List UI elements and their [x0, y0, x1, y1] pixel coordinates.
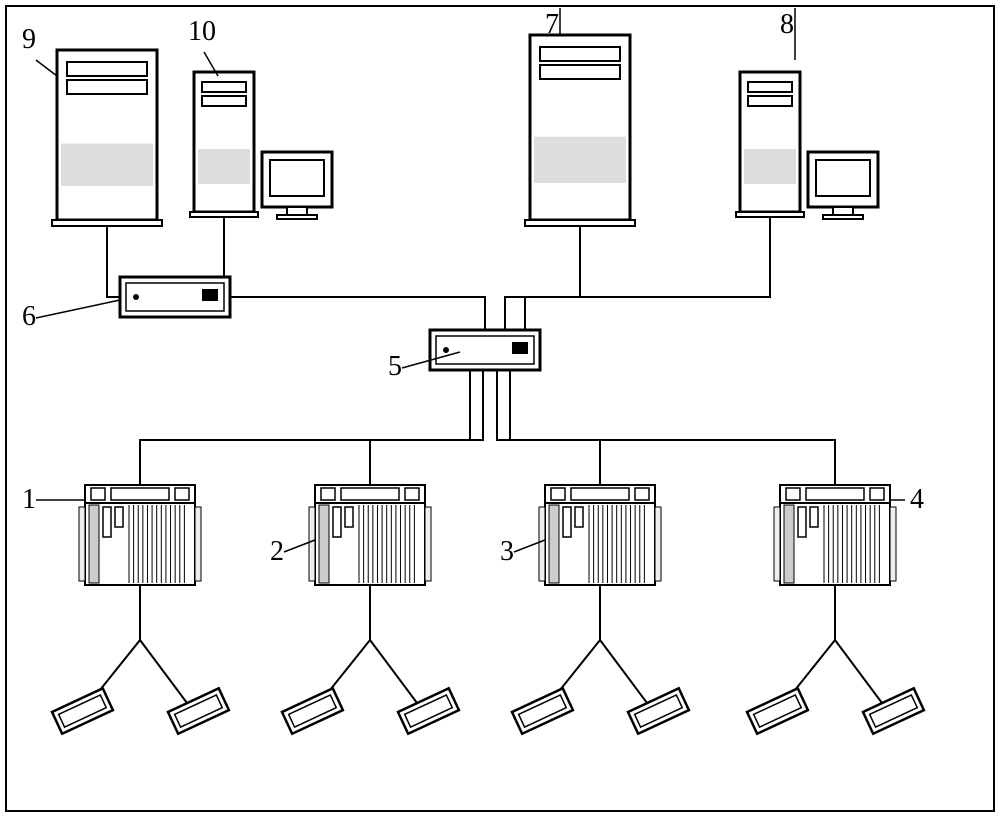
node-label: 1 — [22, 484, 36, 515]
device-node — [628, 688, 689, 733]
edge — [600, 585, 656, 715]
label-leader — [36, 300, 120, 318]
node-label: 3 — [500, 536, 514, 567]
label-leader — [36, 60, 57, 76]
device-node — [168, 688, 229, 733]
edge — [140, 370, 470, 485]
node-label: 10 — [188, 16, 216, 47]
tower-node — [736, 72, 878, 219]
edge — [107, 220, 120, 297]
edge — [510, 370, 835, 485]
edge — [497, 370, 600, 485]
node-label: 5 — [388, 351, 402, 382]
rack-node — [539, 485, 661, 585]
edge — [140, 585, 196, 715]
device-node — [747, 688, 808, 733]
node-label: 7 — [545, 9, 559, 40]
node-label: 6 — [22, 301, 36, 332]
network-diagram: 9 10 7 8 6 5 1 2 3 4 — [0, 0, 1000, 817]
server-node — [52, 50, 162, 226]
node-label: 4 — [910, 484, 924, 515]
node-label: 9 — [22, 24, 36, 55]
device-node — [282, 688, 343, 733]
switch-node — [430, 330, 540, 370]
tower-node — [190, 72, 332, 219]
node-label: 8 — [780, 9, 794, 40]
edge — [370, 370, 483, 485]
rack-node — [774, 485, 896, 585]
edge — [525, 212, 770, 330]
edge — [230, 297, 485, 330]
switch-node — [120, 277, 230, 317]
server-node — [525, 35, 635, 226]
edge — [835, 585, 891, 715]
node-label: 2 — [270, 536, 284, 567]
rack-node — [309, 485, 431, 585]
edge — [370, 585, 426, 715]
device-node — [52, 688, 113, 733]
device-node — [512, 688, 573, 733]
rack-node — [79, 485, 201, 585]
device-node — [863, 688, 924, 733]
edge — [505, 220, 580, 330]
device-node — [398, 688, 459, 733]
